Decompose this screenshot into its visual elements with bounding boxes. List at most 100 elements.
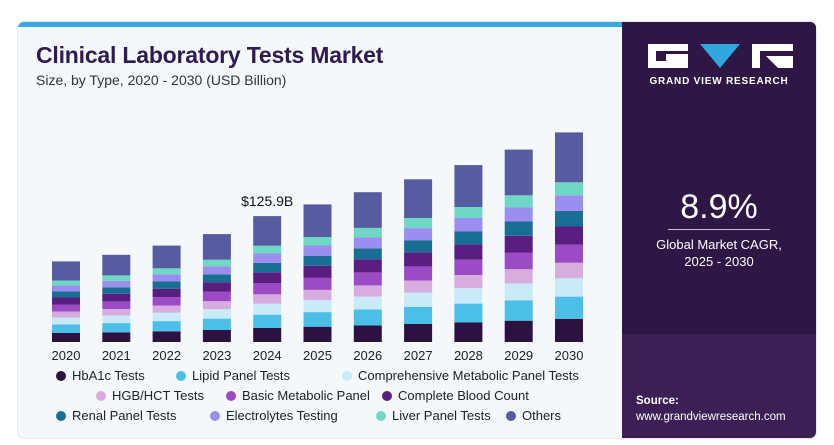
bar-segment-2030-4 [555, 262, 583, 279]
bar-segment-2021-5 [102, 301, 131, 309]
bar-segment-2027-3 [404, 292, 433, 307]
source-link[interactable]: www.grandviewresearch.com [636, 411, 786, 423]
x-tick-label: 2025 [303, 348, 332, 363]
legend-item: Complete Blood Count [382, 388, 529, 403]
bar-segment-2023-8 [202, 266, 231, 275]
bar-segment-2029-6 [504, 235, 533, 253]
bar-segment-2025-3 [303, 300, 332, 313]
bar-segment-2021-4 [102, 309, 131, 316]
legend-label: Basic Metabolic Panel [242, 388, 370, 403]
legend-item: Liver Panel Tests [376, 408, 491, 423]
legend-label: HGB/HCT Tests [112, 388, 204, 403]
bar-segment-2027-5 [404, 266, 433, 281]
legend-item: HGB/HCT Tests [96, 388, 204, 403]
legend-item: Comprehensive Metabolic Panel Tests [342, 368, 579, 383]
bar-segment-2027-9 [404, 218, 433, 229]
bar-segment-2027-1 [404, 324, 433, 342]
bar-segment-2030-2 [555, 296, 583, 319]
source-note: Source: www.grandviewresearch.com [636, 393, 786, 425]
x-tick-label: 2021 [102, 348, 131, 363]
x-tick-label: 2029 [504, 348, 533, 363]
legend-label: Complete Blood Count [398, 388, 529, 403]
legend-swatch [382, 391, 392, 401]
divider [668, 229, 770, 230]
bar-segment-2027-7 [404, 240, 433, 253]
bar-segment-2027-2 [404, 306, 433, 324]
side-panel-top [622, 22, 816, 334]
bar-segment-2026-8 [353, 237, 382, 249]
bar-segment-2022-1 [152, 331, 181, 342]
bar-segment-2028-5 [454, 259, 483, 275]
bar-segment-2024-8 [253, 253, 282, 263]
chart-title: Clinical Laboratory Tests Market [36, 42, 384, 68]
bar-segment-2027-10 [404, 179, 433, 218]
stacked-bar-chart: 2020 2021 2022 2023 2024 2025 2026 2027 2028 2029… [52, 132, 584, 363]
x-tick-label: 2030 [555, 348, 584, 363]
chart-subtitle: Size, by Type, 2020 - 2030 (USD Billion) [36, 72, 287, 88]
bar-segment-2026-3 [353, 296, 382, 310]
legend-swatch [96, 391, 106, 401]
brand-name: GRAND VIEW RESEARCH [649, 76, 789, 87]
bar-segment-2028-3 [454, 288, 483, 304]
bar-segment-2023-4 [202, 301, 231, 310]
grand-view-research-logo [648, 44, 793, 68]
cagr-label: Global Market CAGR, 2025 - 2030 [644, 236, 794, 270]
bar-segment-2020-7 [52, 291, 80, 298]
bar-segment-2024-3 [253, 303, 282, 315]
bar-segment-2021-6 [102, 293, 131, 302]
bar-segment-2028-1 [454, 322, 483, 342]
bar-segment-2028-6 [454, 244, 483, 260]
bar-segment-2030-9 [555, 182, 583, 196]
legend-label: Others [522, 408, 562, 423]
bar-segment-2021-1 [102, 332, 131, 342]
bar-segment-2023-9 [202, 259, 231, 267]
bar-segment-2024-6 [253, 272, 282, 284]
bar-segment-2024-1 [253, 328, 282, 342]
legend-item: Basic Metabolic Panel [226, 388, 370, 403]
bar-segment-2022-3 [152, 312, 181, 322]
x-tick-label: 2023 [202, 348, 231, 363]
x-tick-label: 2028 [454, 348, 483, 363]
legend-swatch [210, 411, 220, 421]
bar-segment-2030-5 [555, 244, 583, 263]
bar-segment-2026-7 [353, 248, 382, 260]
bar-segment-2025-9 [303, 237, 332, 246]
bar-segment-2021-8 [102, 280, 131, 288]
legend-label: Lipid Panel Tests [192, 368, 291, 383]
bar-segment-2021-3 [102, 315, 131, 324]
bar-segment-2027-4 [404, 280, 433, 293]
legend-label: Liver Panel Tests [392, 408, 491, 423]
bar-segment-2026-6 [353, 259, 382, 273]
legend-item: Electrolytes Testing [210, 408, 338, 423]
bar-segment-2021-7 [102, 287, 131, 294]
bar-segment-2029-5 [504, 252, 533, 270]
bar-segment-2028-9 [454, 207, 483, 218]
legend-item: HbA1c Tests [56, 368, 145, 383]
cagr-label-line1: Global Market CAGR, [656, 237, 782, 252]
x-tick-label: 2022 [152, 348, 181, 363]
bar-segment-2020-5 [52, 304, 80, 312]
bar-segment-2029-1 [504, 320, 533, 342]
bar-segment-2020-9 [52, 280, 80, 286]
bar-segment-2022-6 [152, 288, 181, 298]
bar-segment-2020-1 [52, 333, 80, 342]
bar-segment-2025-10 [303, 204, 332, 237]
bar-segment-2025-8 [303, 245, 332, 256]
bar-segment-2025-2 [303, 312, 332, 327]
bar-segment-2028-4 [454, 275, 483, 289]
bar-segment-2021-10 [102, 254, 131, 276]
bar-segment-2025-1 [303, 326, 332, 342]
bar-segment-2024-5 [253, 283, 282, 295]
bar-segment-2027-8 [404, 228, 433, 241]
cagr-value: 8.9% [680, 188, 758, 226]
legend-swatch [506, 411, 516, 421]
legend-swatch [226, 391, 236, 401]
bar-segment-2024-9 [253, 245, 282, 254]
bar-segment-2020-8 [52, 285, 80, 292]
bar-segment-2026-4 [353, 285, 382, 297]
bar-segment-2030-10 [555, 132, 583, 183]
bar-segment-2022-4 [152, 305, 181, 313]
bar-segment-2025-7 [303, 255, 332, 266]
x-tick-label: 2027 [404, 348, 433, 363]
bar-segment-2026-1 [353, 325, 382, 342]
